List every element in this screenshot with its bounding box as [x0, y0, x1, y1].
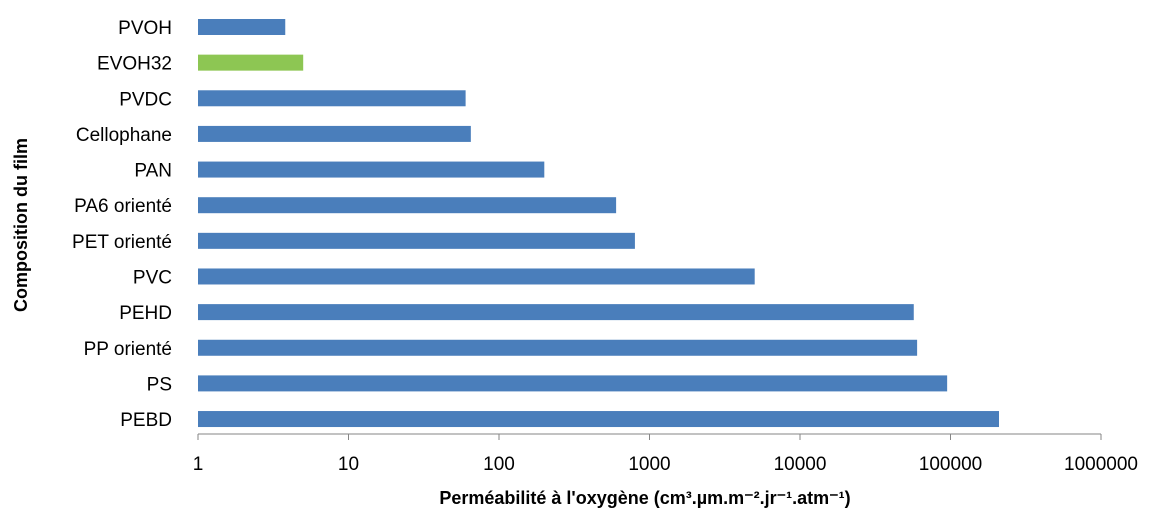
category-label: PA6 orienté [74, 196, 172, 217]
bar [198, 411, 999, 428]
bar [198, 232, 635, 249]
bar [198, 19, 286, 35]
category-label: PET orienté [72, 232, 172, 253]
x-tick-label: 1 [193, 454, 204, 475]
x-tick-label: 100000 [919, 454, 982, 475]
category-label: PAN [134, 161, 172, 182]
y-axis-title: Composition du film [11, 138, 31, 312]
bar [198, 375, 948, 392]
category-label: Cellophane [76, 125, 172, 146]
bar [198, 90, 466, 107]
x-tick-label: 1000 [628, 454, 670, 475]
category-label: EVOH32 [97, 54, 172, 75]
bar [198, 54, 304, 71]
x-tick-label: 10 [338, 454, 359, 475]
bars-group [198, 19, 999, 428]
bar [198, 268, 755, 285]
bar [198, 161, 545, 178]
category-label: PVDC [119, 89, 172, 110]
x-ticks [197, 434, 1102, 440]
category-labels: PVOH EVOH32 PVDC Cellophane PAN PA6 orienté PE… [72, 18, 172, 431]
category-label: PVOH [118, 18, 172, 39]
category-label: PEHD [119, 303, 172, 324]
category-label: PEBD [120, 410, 172, 431]
category-label: PS [147, 374, 172, 395]
category-label: PVC [133, 267, 172, 288]
x-axis-title: Perméabilité à l'oxygène (cm³.µm.m⁻².jr⁻… [439, 488, 850, 508]
category-label: PP orienté [84, 339, 172, 360]
x-tick-label: 100 [483, 454, 515, 475]
bar [198, 304, 914, 321]
bar [198, 125, 471, 142]
x-tick-label: 1000000 [1064, 454, 1138, 475]
x-tick-label: 10000 [774, 454, 827, 475]
bar [198, 339, 918, 356]
bar [198, 197, 617, 214]
x-tick-labels: 1 10 100 1000 10000 100000 1000000 [193, 454, 1138, 475]
